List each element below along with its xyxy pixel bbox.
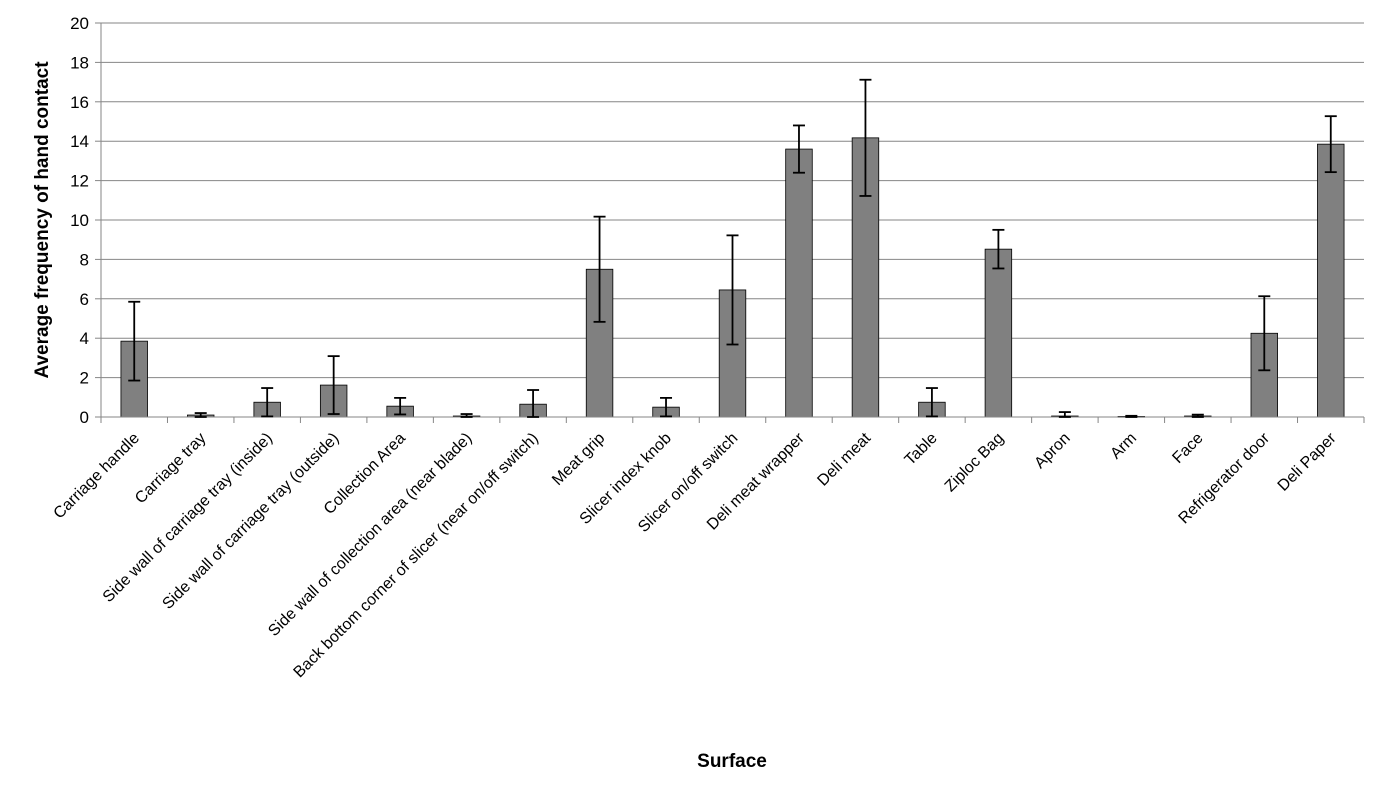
- y-tick-label: 10: [70, 211, 89, 230]
- bar: [984, 248, 1013, 418]
- y-tick-label: 14: [70, 132, 89, 151]
- x-category-label: Face: [1169, 430, 1206, 467]
- x-axis-title: Surface: [697, 751, 767, 772]
- y-tick-label: 8: [80, 250, 89, 269]
- x-category-label: Meat grip: [549, 430, 608, 489]
- bar: [1317, 143, 1345, 418]
- x-category-label: Deli meat: [814, 429, 874, 489]
- y-tick-label: 0: [80, 408, 89, 427]
- gridlines: [101, 22, 1364, 379]
- x-category-label: Arm: [1107, 430, 1140, 463]
- y-tick-labels: 0 2 4 6 8 10 12 14 16 18 20: [70, 14, 89, 427]
- y-tick-label: 18: [70, 53, 89, 72]
- x-category-label: Deli Paper: [1275, 429, 1340, 494]
- y-tick-label: 12: [70, 172, 89, 191]
- x-category-label: Ziploc Bag: [942, 430, 1007, 495]
- y-tick-label: 6: [80, 290, 89, 309]
- y-tick-label: 2: [80, 369, 89, 388]
- y-tick-label: 16: [70, 93, 89, 112]
- y-tick-label: 20: [70, 14, 89, 33]
- y-axis-title: Average frequency of hand contact: [32, 61, 53, 379]
- x-category-label: Table: [902, 430, 941, 469]
- axes: [95, 22, 1365, 423]
- x-category-label: Apron: [1031, 430, 1073, 472]
- bar: [785, 148, 813, 418]
- x-category-label: Carriage handle: [51, 430, 144, 523]
- y-tick-label: 4: [80, 329, 89, 348]
- error-bars: [128, 78, 1337, 418]
- x-category-label: Back bottom corner of slicer (near on/of…: [291, 430, 542, 681]
